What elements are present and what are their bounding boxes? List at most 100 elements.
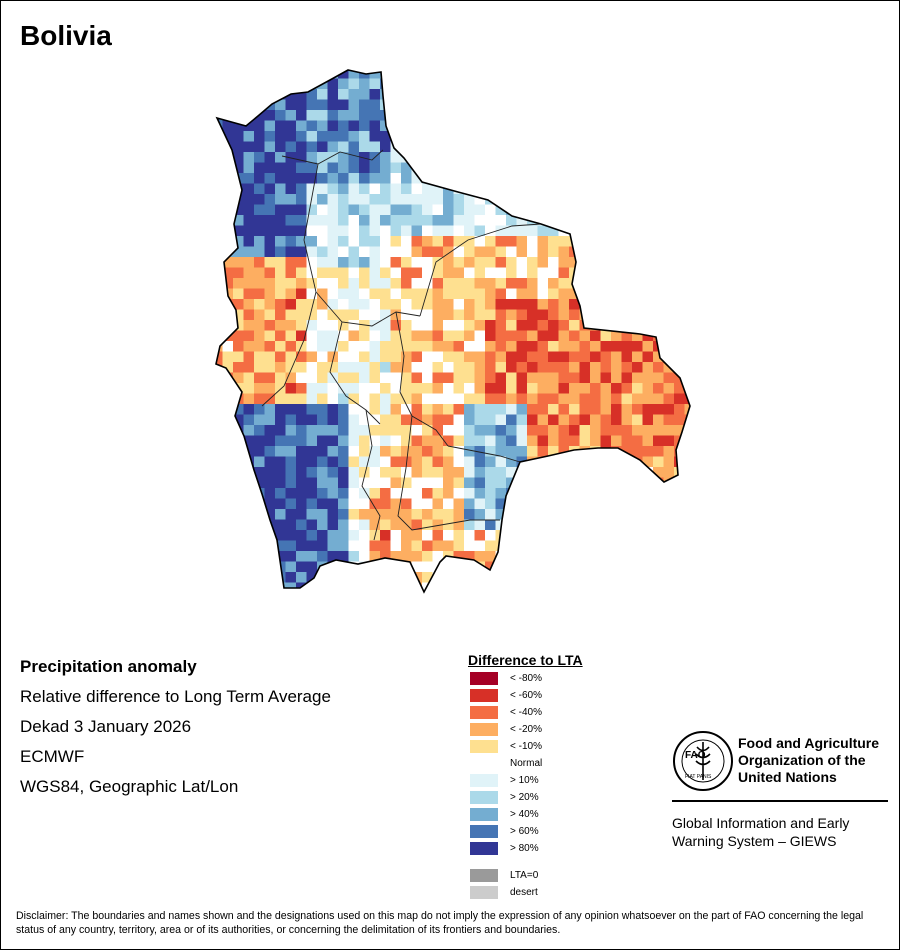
anomaly-cell xyxy=(590,561,601,573)
anomaly-cell xyxy=(516,204,528,216)
anomaly-cell xyxy=(600,162,612,174)
anomaly-cell xyxy=(390,99,402,111)
anomaly-cell xyxy=(390,257,402,268)
anomaly-cell xyxy=(390,320,402,331)
anomaly-cell xyxy=(369,320,381,331)
anomaly-cell xyxy=(411,446,423,457)
anomaly-cell xyxy=(495,330,507,342)
anomaly-cell xyxy=(306,236,318,247)
legend-swatch xyxy=(470,842,498,855)
anomaly-cell xyxy=(516,110,528,121)
anomaly-cell xyxy=(296,267,307,279)
anomaly-cell xyxy=(233,70,244,79)
anomaly-cell xyxy=(674,320,685,331)
anomaly-cell xyxy=(558,120,570,132)
anomaly-cell xyxy=(495,561,507,573)
anomaly-cell xyxy=(537,120,549,132)
anomaly-cell xyxy=(453,572,465,583)
anomaly-cell xyxy=(642,582,654,592)
anomaly-cell xyxy=(516,173,528,184)
anomaly-cell xyxy=(495,414,507,426)
anomaly-cell xyxy=(569,89,580,100)
anomaly-cell xyxy=(443,194,454,205)
anomaly-cell xyxy=(370,593,381,604)
anomaly-cell xyxy=(653,320,664,331)
anomaly-cell xyxy=(244,593,255,604)
anomaly-cell xyxy=(243,162,255,174)
anomaly-cell xyxy=(233,78,244,90)
anomaly-cell xyxy=(401,70,412,79)
anomaly-cell xyxy=(275,152,286,163)
anomaly-cell xyxy=(569,173,580,184)
anomaly-cell xyxy=(443,278,454,289)
anomaly-cell xyxy=(380,477,391,489)
anomaly-cell xyxy=(537,404,549,415)
anomaly-cell xyxy=(233,509,244,520)
anomaly-cell xyxy=(558,152,570,163)
anomaly-cell xyxy=(569,467,580,478)
anomaly-cell xyxy=(548,540,559,552)
anomaly-cell xyxy=(222,173,234,184)
anomaly-cell xyxy=(506,215,517,226)
anomaly-cell xyxy=(611,194,622,205)
anomaly-cell xyxy=(222,551,234,562)
anomaly-cell xyxy=(579,498,591,510)
anomaly-cell xyxy=(485,162,496,174)
anomaly-cell xyxy=(643,593,654,604)
anomaly-cell xyxy=(222,561,234,573)
anomaly-cell xyxy=(216,257,223,268)
anomaly-cell xyxy=(558,299,570,310)
anomaly-cell xyxy=(663,89,675,100)
anomaly-cell xyxy=(264,309,276,321)
anomaly-cell xyxy=(411,131,423,142)
anomaly-cell xyxy=(264,299,276,310)
anomaly-cell xyxy=(453,404,465,415)
anomaly-cell xyxy=(432,362,444,373)
anomaly-cell xyxy=(674,414,685,426)
anomaly-cell xyxy=(317,257,328,268)
anomaly-cell xyxy=(537,551,549,562)
anomaly-cell xyxy=(264,78,276,90)
anomaly-cell xyxy=(548,561,559,573)
anomaly-cell xyxy=(464,372,475,384)
anomaly-cell xyxy=(296,110,307,121)
anomaly-cell xyxy=(548,320,559,331)
anomaly-cell xyxy=(222,540,234,552)
legend-label: < -20% xyxy=(510,724,542,735)
anomaly-cell xyxy=(642,320,654,331)
anomaly-cell xyxy=(537,309,549,321)
anomaly-cell xyxy=(527,288,538,300)
anomaly-cell xyxy=(275,194,286,205)
anomaly-cell xyxy=(506,173,517,184)
anomaly-cell xyxy=(506,78,517,90)
anomaly-cell xyxy=(516,425,528,436)
anomaly-cell xyxy=(327,530,339,541)
anomaly-cell xyxy=(369,393,381,405)
anomaly-cell xyxy=(485,393,496,405)
anomaly-cell xyxy=(684,152,690,163)
anomaly-cell xyxy=(516,341,528,352)
anomaly-cell xyxy=(674,362,685,373)
anomaly-cell xyxy=(359,299,370,310)
anomaly-cell xyxy=(432,267,444,279)
anomaly-cell xyxy=(296,152,307,163)
anomaly-cell xyxy=(600,215,612,226)
anomaly-cell xyxy=(569,582,580,592)
anomaly-cell xyxy=(527,299,538,310)
anomaly-cell xyxy=(348,362,360,373)
anomaly-cell xyxy=(359,267,370,279)
anomaly-cell xyxy=(422,299,433,310)
anomaly-cell xyxy=(306,404,318,415)
anomaly-cell xyxy=(422,110,433,121)
anomaly-cell xyxy=(401,288,412,300)
anomaly-cell xyxy=(254,120,265,132)
anomaly-cell xyxy=(285,131,297,142)
anomaly-cell xyxy=(621,89,633,100)
anomaly-cell xyxy=(317,435,328,447)
anomaly-cell xyxy=(443,456,454,468)
anomaly-cell xyxy=(464,519,475,531)
anomaly-cell xyxy=(527,330,538,342)
anomaly-cell xyxy=(422,120,433,132)
anomaly-cell xyxy=(642,372,654,384)
anomaly-cell xyxy=(390,362,402,373)
